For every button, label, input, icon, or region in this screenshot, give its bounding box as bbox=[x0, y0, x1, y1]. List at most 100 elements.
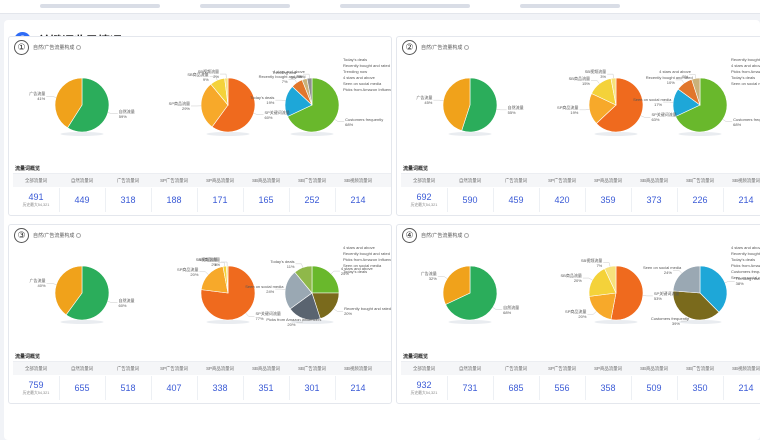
label-leader bbox=[724, 281, 735, 283]
slice-label-name: 自然流量 bbox=[118, 297, 135, 303]
pie-shadow bbox=[448, 132, 492, 136]
help-icon[interactable] bbox=[464, 45, 470, 51]
table-cell[interactable]: 407 bbox=[151, 376, 197, 400]
table-cell[interactable]: 318 bbox=[105, 188, 151, 212]
cell-value: 459 bbox=[508, 195, 524, 205]
help-icon[interactable] bbox=[464, 233, 470, 239]
label-leader bbox=[496, 109, 507, 111]
pie-slice[interactable] bbox=[604, 265, 617, 294]
column-divider bbox=[197, 376, 198, 400]
table-cell[interactable]: 226 bbox=[677, 188, 723, 212]
pie-slice[interactable] bbox=[225, 265, 229, 294]
legend-item: Seen on social media bbox=[343, 263, 382, 268]
pie-slice[interactable] bbox=[284, 271, 313, 310]
table-cell[interactable]: 509 bbox=[631, 376, 677, 400]
table-cell[interactable]: 491 历史最大54,321 bbox=[13, 188, 59, 212]
column-divider bbox=[335, 376, 336, 400]
table-cell[interactable]: 358 bbox=[585, 376, 631, 400]
table-cell[interactable]: 351 bbox=[243, 376, 289, 400]
cell-value: 214 bbox=[738, 383, 754, 393]
table-cell[interactable]: 420 bbox=[539, 188, 585, 212]
help-icon[interactable] bbox=[76, 233, 82, 239]
table-cell[interactable]: 556 bbox=[539, 376, 585, 400]
pie-3 bbox=[663, 74, 733, 136]
slice-label-name: Seen on social media bbox=[642, 265, 682, 271]
table-cell[interactable]: 590 bbox=[447, 188, 493, 212]
column-header: SP广告流量词 bbox=[160, 177, 188, 183]
legend-item: Customers frequently bbox=[731, 269, 760, 274]
pie-3 bbox=[275, 73, 345, 136]
table-cell[interactable]: 655 bbox=[59, 376, 105, 400]
table-cell[interactable]: 350 bbox=[677, 376, 723, 400]
column-divider bbox=[585, 376, 586, 400]
table-cell[interactable]: 165 bbox=[243, 188, 289, 212]
slice-label-name: SB视频流量 bbox=[195, 257, 218, 263]
slice-label: SB商品流量 20% bbox=[553, 273, 581, 283]
pie-slice[interactable] bbox=[54, 77, 83, 129]
slice-label-name: 广告流量 bbox=[420, 271, 437, 277]
column-divider bbox=[723, 376, 724, 400]
table-cell[interactable]: 449 bbox=[59, 188, 105, 212]
pie-slice[interactable] bbox=[287, 77, 340, 133]
pie-slice[interactable] bbox=[588, 292, 617, 320]
table-cell[interactable]: 373 bbox=[631, 188, 677, 212]
pie-slice[interactable] bbox=[311, 265, 340, 294]
pie-slice[interactable] bbox=[442, 265, 471, 305]
column-divider bbox=[289, 376, 290, 400]
table-cell[interactable]: 932 历史最大54,321 bbox=[401, 376, 447, 400]
pie-slice[interactable] bbox=[67, 77, 110, 133]
pie-slice[interactable] bbox=[294, 265, 313, 294]
pie-slice[interactable] bbox=[691, 77, 701, 106]
table-cell[interactable]: 214 bbox=[335, 376, 381, 400]
pie-slice[interactable] bbox=[672, 265, 701, 294]
table-cell[interactable]: 518 bbox=[105, 376, 151, 400]
table-cell[interactable]: 685 bbox=[493, 376, 539, 400]
pie-slice[interactable] bbox=[65, 265, 110, 321]
slice-label: 4 stars and above 25% bbox=[341, 266, 373, 276]
pie-slice[interactable] bbox=[445, 265, 498, 321]
pie-slice[interactable] bbox=[699, 265, 728, 313]
legend-item: Today's deals bbox=[731, 75, 756, 80]
pie-slice[interactable] bbox=[610, 77, 617, 106]
column-divider bbox=[243, 188, 244, 212]
pie-slice[interactable] bbox=[610, 265, 644, 321]
table-cell[interactable]: 214 bbox=[335, 188, 381, 212]
slice-label-pct: 25% bbox=[340, 271, 349, 277]
table-cell[interactable]: 188 bbox=[151, 188, 197, 212]
pie-slice[interactable] bbox=[595, 77, 644, 133]
pie-slice[interactable] bbox=[675, 77, 728, 133]
pie-slice[interactable] bbox=[200, 83, 229, 128]
table-cell[interactable]: 459 bbox=[493, 188, 539, 212]
label-leader bbox=[275, 288, 286, 290]
column-divider bbox=[677, 188, 678, 212]
table-cell[interactable]: 171 bbox=[197, 188, 243, 212]
table-cell[interactable]: 252 bbox=[289, 188, 335, 212]
table-cell[interactable]: 692 历史最大54,321 bbox=[401, 188, 447, 212]
table-cell[interactable]: 731 bbox=[447, 376, 493, 400]
help-icon[interactable] bbox=[76, 45, 82, 51]
charts-area: 自然流量 59% 广告流量 41% SP关键词流量 60% SP商品流量 29% SB商品流量 9… bbox=[9, 51, 391, 163]
table-cell[interactable]: 214 bbox=[723, 188, 760, 212]
label-leader bbox=[303, 73, 310, 79]
pie-charts bbox=[433, 73, 733, 136]
table-cell[interactable]: 338 bbox=[197, 376, 243, 400]
slice-label: 广告流量 41% bbox=[16, 91, 45, 101]
pie-slice[interactable] bbox=[672, 290, 720, 321]
slice-label-pct: 11% bbox=[286, 263, 295, 269]
table-cell[interactable]: 214 bbox=[723, 376, 760, 400]
table-cell[interactable]: 301 bbox=[289, 376, 335, 400]
pie-slice[interactable] bbox=[442, 77, 471, 132]
pie-charts bbox=[46, 73, 345, 136]
table-cell[interactable]: 359 bbox=[585, 188, 631, 212]
slice-label-pct: 15% bbox=[581, 80, 590, 86]
column-divider bbox=[539, 188, 540, 212]
pie-slice[interactable] bbox=[306, 77, 313, 106]
pie-shadow bbox=[60, 320, 104, 324]
column-divider bbox=[197, 188, 198, 212]
label-leader bbox=[672, 270, 682, 274]
table-cell[interactable]: 759 历史最大54,321 bbox=[13, 376, 59, 400]
pie-shadow bbox=[60, 132, 104, 136]
label-leader bbox=[587, 311, 597, 315]
column-divider bbox=[631, 188, 632, 212]
legend-item: 4 stars and above bbox=[731, 63, 760, 68]
